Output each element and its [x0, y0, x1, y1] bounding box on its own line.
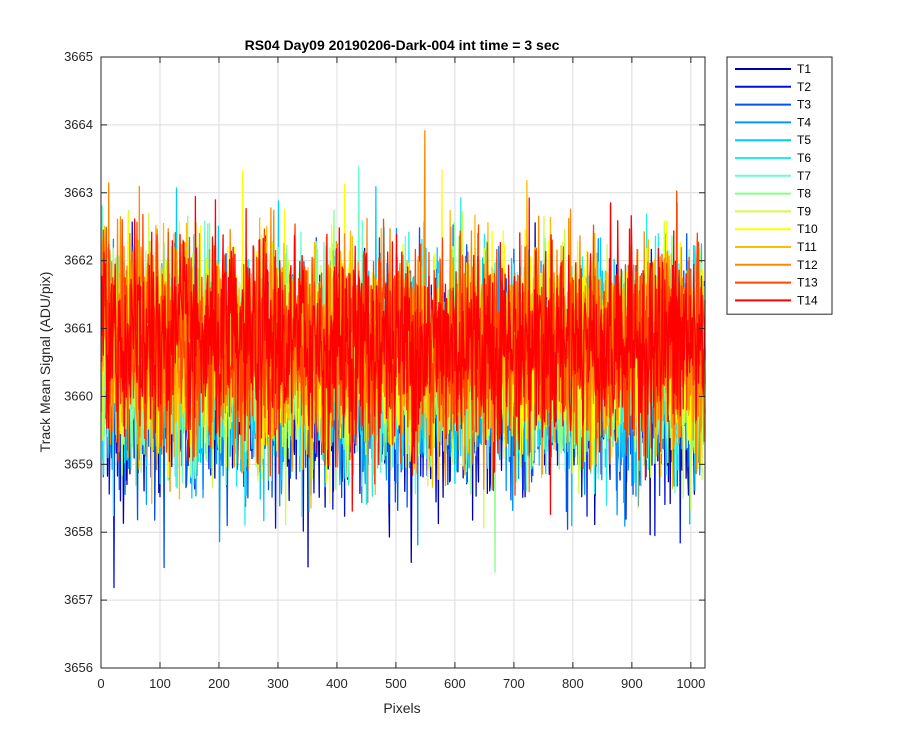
legend-label-t13: T13 [797, 276, 818, 290]
legend: T1 T2 T3 T4 T5 T6 T7 T8 T9 T10 T11 T12 T13 T14 [726, 56, 833, 315]
legend-label-t1: T1 [797, 62, 811, 76]
x-tick-label: 500 [385, 676, 407, 691]
legend-label-t14: T14 [797, 293, 818, 307]
legend-label-t12: T12 [797, 258, 818, 272]
x-tick-label: 600 [444, 676, 466, 691]
legend-label-t2: T2 [797, 80, 811, 94]
legend-label-t11: T11 [797, 240, 817, 254]
y-tick-label: 3656 [64, 660, 93, 675]
series-line-t14 [100, 195, 706, 515]
x-axis-label: Pixels [383, 700, 420, 716]
y-axis-label: Track Mean Signal (ADU/pix) [37, 272, 53, 453]
legend-label-t10: T10 [797, 222, 818, 236]
legend-label-t8: T8 [797, 187, 811, 201]
y-tick-label: 3665 [64, 49, 93, 64]
y-tick-label: 3659 [64, 456, 93, 471]
x-tick-label: 200 [208, 676, 230, 691]
x-tick-label: 900 [621, 676, 643, 691]
legend-label-t7: T7 [797, 169, 811, 183]
x-tick-label: 1000 [676, 676, 705, 691]
x-tick-label: 100 [149, 676, 171, 691]
x-tick-label: 300 [267, 676, 289, 691]
x-tick-label: 0 [97, 676, 104, 691]
legend-label-t3: T3 [797, 98, 811, 112]
y-tick-label: 3657 [64, 592, 93, 607]
series-group [100, 130, 706, 589]
y-tick-label: 3663 [64, 185, 93, 200]
x-tick-label: 800 [562, 676, 584, 691]
x-tick-label: 700 [503, 676, 525, 691]
axes-box [100, 56, 706, 669]
axes: 0 100 200 300 400 500 600 700 800 900 1000 3656 3657… [64, 49, 706, 691]
legend-label-t9: T9 [797, 204, 811, 218]
y-tick-label: 3664 [64, 117, 93, 132]
x-tick-label: 400 [326, 676, 348, 691]
legend-box [726, 56, 833, 315]
chart-title: RS04 Day09 20190206-Dark-004 int time = … [245, 37, 560, 53]
y-tick-label: 3660 [64, 388, 93, 403]
y-tick-label: 3662 [64, 253, 93, 268]
legend-label-t4: T4 [797, 115, 811, 129]
legend-label-t5: T5 [797, 133, 811, 147]
legend-label-t6: T6 [797, 151, 811, 165]
y-tick-label: 3658 [64, 524, 93, 539]
y-tick-label: 3661 [64, 321, 93, 336]
